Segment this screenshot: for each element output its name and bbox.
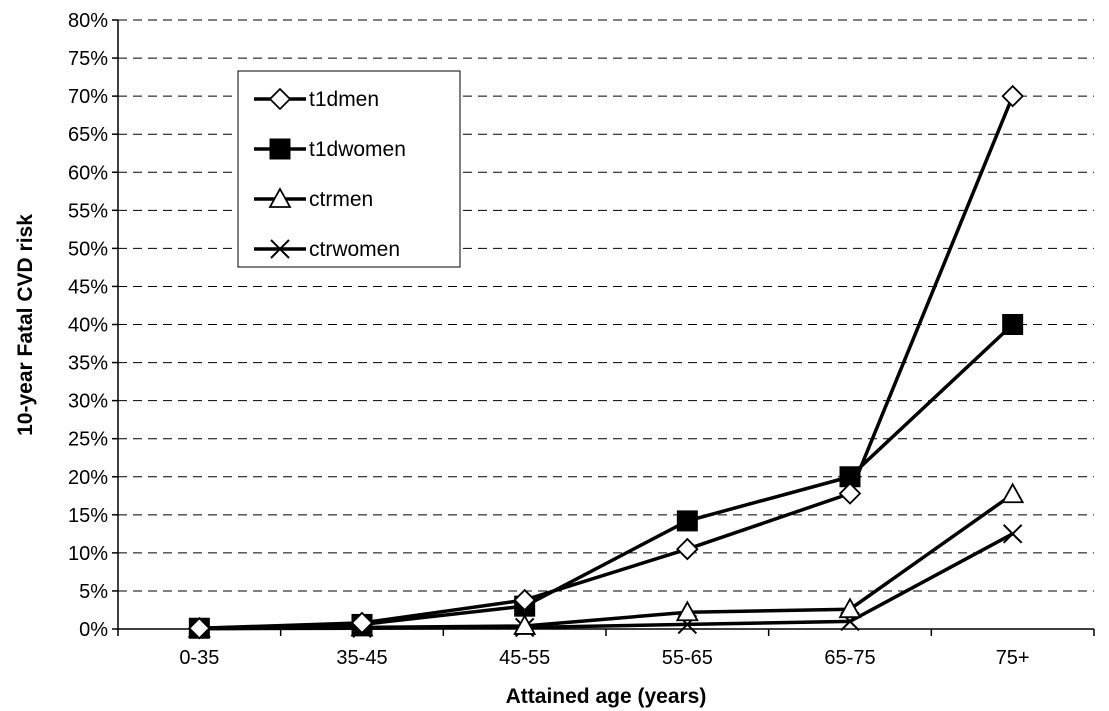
legend-label: ctrwomen bbox=[309, 238, 400, 261]
y-tick-label: 50% bbox=[68, 238, 108, 260]
legend-item-ctrmen: ctrmen bbox=[254, 187, 373, 211]
y-tick-label: 35% bbox=[68, 353, 108, 375]
y-tick-label: 65% bbox=[68, 124, 108, 146]
x-tick-label: 0-35 bbox=[179, 647, 219, 669]
series-line-t1dmen bbox=[199, 95, 1015, 630]
marker-t1dmen-1 bbox=[350, 611, 374, 635]
marker-ctrwomen-5 bbox=[1002, 524, 1023, 544]
y-tick-label: 40% bbox=[68, 315, 108, 337]
legend-label: ctrmen bbox=[309, 188, 373, 211]
legend-label: t1dwomen bbox=[309, 138, 406, 161]
y-tick-label: 30% bbox=[68, 391, 108, 413]
series-group bbox=[187, 84, 1025, 640]
y-tick-label: 20% bbox=[68, 467, 108, 489]
marker-t1dmen-3 bbox=[676, 537, 699, 561]
marker-ctrmen-4 bbox=[838, 597, 862, 619]
y-tick-label: 15% bbox=[68, 505, 108, 527]
marker-ctrmen-2 bbox=[513, 614, 537, 635]
marker-t1dmen-5 bbox=[1001, 84, 1024, 108]
y-axis-ticks: 0% 5% 10% 15% 20% 25% 30% 35% 40% 45% 50% 55% 60% 65%… bbox=[68, 10, 118, 641]
legend-item-t1dwomen: t1dwomen bbox=[254, 138, 406, 161]
marker-t1dmen-2 bbox=[513, 588, 536, 612]
marker-ctrmen-3 bbox=[675, 600, 699, 622]
x-tick-label: 35-45 bbox=[336, 647, 387, 669]
y-tick-label: 70% bbox=[68, 86, 108, 108]
series-ctrmen bbox=[187, 482, 1025, 638]
marker-t1dwomen-3 bbox=[676, 510, 698, 532]
x-tick-label: 75+ bbox=[996, 647, 1030, 669]
y-tick-label: 10% bbox=[68, 543, 108, 565]
marker-legend-t1dmen bbox=[268, 87, 292, 111]
marker-t1dmen-0 bbox=[188, 616, 211, 640]
marker-t1dmen-4 bbox=[838, 482, 862, 505]
legend-item-t1dmen: t1dmen bbox=[254, 87, 379, 111]
x-tick-label: 45-55 bbox=[499, 647, 550, 669]
y-tick-label: 60% bbox=[68, 162, 108, 184]
y-tick-label: 75% bbox=[68, 48, 108, 70]
y-tick-label: 45% bbox=[68, 276, 108, 298]
y-tick-label: 5% bbox=[79, 581, 108, 603]
marker-legend-ctrmen bbox=[268, 187, 292, 208]
marker-ctrmen-5 bbox=[1001, 482, 1025, 504]
legend-item-ctrwomen: ctrwomen bbox=[254, 238, 400, 261]
x-axis-title: Attained age (years) bbox=[506, 685, 707, 708]
series-t1dmen bbox=[188, 84, 1024, 640]
y-tick-label: 0% bbox=[79, 619, 108, 641]
legend: t1dmen t1dwomen ctrmen ctrwomen bbox=[237, 70, 461, 268]
y-axis-title: 10-year Fatal CVD risk bbox=[14, 214, 37, 436]
y-tick-label: 55% bbox=[68, 200, 108, 222]
y-tick-label: 80% bbox=[68, 10, 108, 32]
marker-legend-t1dwomen bbox=[269, 138, 291, 160]
legend-label: t1dmen bbox=[309, 88, 379, 111]
x-tick-label: 65-75 bbox=[824, 647, 875, 669]
marker-t1dwomen-5 bbox=[1002, 314, 1024, 335]
y-tick-label: 25% bbox=[68, 429, 108, 451]
x-tick-label: 55-65 bbox=[662, 647, 713, 669]
series-line-ctrmen bbox=[199, 492, 1014, 631]
marker-legend-ctrwomen bbox=[270, 239, 290, 259]
x-axis-ticks: 0-35 35-45 45-55 55-65 65-75 75+ bbox=[117, 629, 1095, 669]
